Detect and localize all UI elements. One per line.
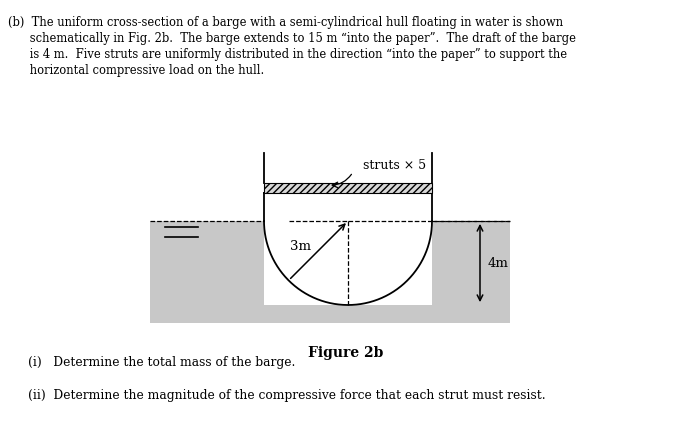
Polygon shape [264,221,432,305]
Text: (b)  The uniform cross-section of a barge with a semi-cylindrical hull floating : (b) The uniform cross-section of a barge… [8,16,563,29]
Text: is 4 m.  Five struts are uniformly distributed in the direction “into the paper”: is 4 m. Five struts are uniformly distri… [8,48,567,61]
Text: schematically in Fig. 2b.  The barge extends to 15 m “into the paper”.  The draf: schematically in Fig. 2b. The barge exte… [8,32,576,45]
Text: 4m: 4m [488,257,509,270]
Text: 3m: 3m [290,240,311,252]
Text: horizontal compressive load on the hull.: horizontal compressive load on the hull. [8,64,264,77]
Text: struts × 5: struts × 5 [363,159,426,172]
Bar [264,184,432,305]
Text: (i)   Determine the total mass of the barge.: (i) Determine the total mass of the barg… [28,355,295,368]
Text: (ii)  Determine the magnitude of the compressive force that each strut must resi: (ii) Determine the magnitude of the comp… [28,388,545,401]
Bar [264,184,432,194]
Bar [150,221,510,323]
Text: Figure 2b: Figure 2b [309,345,383,359]
